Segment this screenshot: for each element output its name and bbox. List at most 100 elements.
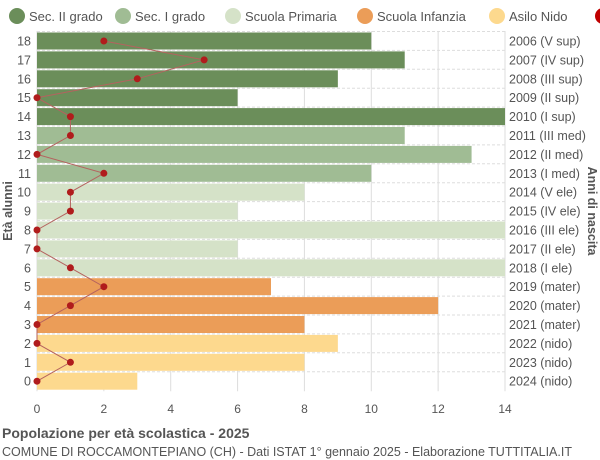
stranieri-point <box>33 245 41 253</box>
stranieri-point <box>100 169 108 177</box>
bar <box>37 183 305 201</box>
birth-year-label: 2020 (mater) <box>509 299 581 313</box>
x-tick-label: 4 <box>167 402 174 416</box>
birth-year-label: 2019 (mater) <box>509 280 581 294</box>
stranieri-point <box>66 113 74 121</box>
legend-swatch <box>115 8 131 24</box>
y-tick-label: 15 <box>17 91 31 105</box>
y-tick-label: 8 <box>24 224 31 238</box>
y-tick-label: 10 <box>17 186 31 200</box>
stranieri-point <box>33 226 41 234</box>
stranieri-point <box>200 56 208 64</box>
stranieri-point <box>66 188 74 196</box>
birth-year-label: 2009 (II sup) <box>509 91 579 105</box>
x-tick-label: 2 <box>101 402 108 416</box>
birth-year-label: 2008 (III sup) <box>509 72 583 86</box>
bar <box>37 164 372 182</box>
stranieri-point <box>100 283 108 291</box>
legend-swatch <box>357 8 373 24</box>
stranieri-point <box>133 75 141 83</box>
bar <box>37 89 238 107</box>
stranieri-point <box>66 302 74 310</box>
bar <box>37 70 338 88</box>
stranieri-point <box>66 264 74 272</box>
y-tick-label: 18 <box>17 35 31 49</box>
birth-year-label: 2017 (II ele) <box>509 242 576 256</box>
y-tick-label: 3 <box>24 318 31 332</box>
legend-label: Asilo Nido <box>509 9 568 24</box>
birth-year-label: 2015 (IV ele) <box>509 205 581 219</box>
stranieri-point <box>33 321 41 328</box>
bar <box>37 353 305 371</box>
bar <box>37 372 138 390</box>
x-tick-label: 8 <box>301 402 308 416</box>
bar <box>37 202 238 220</box>
y-tick-label: 9 <box>24 205 31 219</box>
stranieri-point <box>66 358 74 366</box>
bar <box>37 51 405 69</box>
legend-label: Scuola Primaria <box>245 9 338 24</box>
birth-year-label: 2006 (V sup) <box>509 35 581 49</box>
y-axis-title-right: Anni di nascita <box>585 167 599 257</box>
chart-subtitle: COMUNE DI ROCCAMONTEPIANO (CH) - Dati IS… <box>2 445 572 459</box>
birth-year-label: 2011 (III med) <box>509 129 586 143</box>
legend-label: Scuola Infanzia <box>377 9 467 24</box>
stranieri-point <box>66 207 74 215</box>
x-tick-label: 14 <box>498 402 512 416</box>
bar <box>37 278 271 296</box>
y-tick-label: 13 <box>17 129 31 143</box>
y-tick-label: 2 <box>24 337 31 351</box>
stranieri-point <box>100 37 108 45</box>
birth-year-label: 2022 (nido) <box>509 337 572 351</box>
birth-year-label: 2012 (II med) <box>509 148 583 162</box>
stranieri-point <box>66 132 74 139</box>
birth-year-label: 2014 (V ele) <box>509 186 577 200</box>
y-tick-label: 11 <box>18 167 31 181</box>
bar-chart: Sec. II grado Sec. I grado Scuola Primaria… <box>1 8 600 416</box>
bar <box>37 221 505 239</box>
x-tick-label: 6 <box>234 402 241 416</box>
legend-label: Sec. II grado <box>29 9 103 24</box>
x-tick-label: 10 <box>365 402 379 416</box>
bar <box>37 127 405 144</box>
birth-year-label: 2010 (I sup) <box>509 110 576 124</box>
birth-year-label: 2007 (IV sup) <box>509 53 584 67</box>
bar <box>37 108 505 126</box>
legend-label: Sec. I grado <box>135 9 205 24</box>
bar <box>37 32 372 50</box>
stranieri-point <box>33 150 41 158</box>
birth-year-label: 2024 (nido) <box>509 375 572 389</box>
birth-year-label: 2016 (III ele) <box>509 224 579 238</box>
bar <box>37 145 472 163</box>
bar <box>37 297 439 315</box>
y-tick-label: 16 <box>17 72 31 86</box>
bar <box>37 259 505 277</box>
y-axis-title: Età alunni <box>1 181 15 241</box>
bar <box>37 334 338 352</box>
bar <box>37 240 238 258</box>
y-tick-label: 14 <box>17 110 31 124</box>
birth-year-label: 2023 (nido) <box>509 356 572 370</box>
bar <box>37 316 305 333</box>
birth-year-label: 2013 (I med) <box>509 167 580 181</box>
y-tick-label: 0 <box>24 375 31 389</box>
stranieri-point <box>33 377 41 385</box>
legend-swatch <box>9 8 25 24</box>
chart-title: Popolazione per età scolastica - 2025 <box>2 425 250 441</box>
stranieri-point <box>33 339 41 347</box>
legend-swatch <box>225 8 241 24</box>
legend-swatch <box>489 8 505 24</box>
x-tick-label: 12 <box>431 402 445 416</box>
y-tick-label: 7 <box>24 242 31 256</box>
y-tick-label: 6 <box>24 261 31 275</box>
x-tick-label: 0 <box>34 402 41 416</box>
legend-swatch <box>595 8 600 24</box>
y-tick-label: 12 <box>17 148 31 162</box>
y-tick-label: 4 <box>24 299 31 313</box>
y-tick-label: 5 <box>24 280 31 294</box>
stranieri-point <box>33 94 41 102</box>
y-tick-label: 1 <box>24 356 31 370</box>
birth-year-label: 2018 (I ele) <box>509 261 572 275</box>
birth-year-label: 2021 (mater) <box>509 318 581 332</box>
